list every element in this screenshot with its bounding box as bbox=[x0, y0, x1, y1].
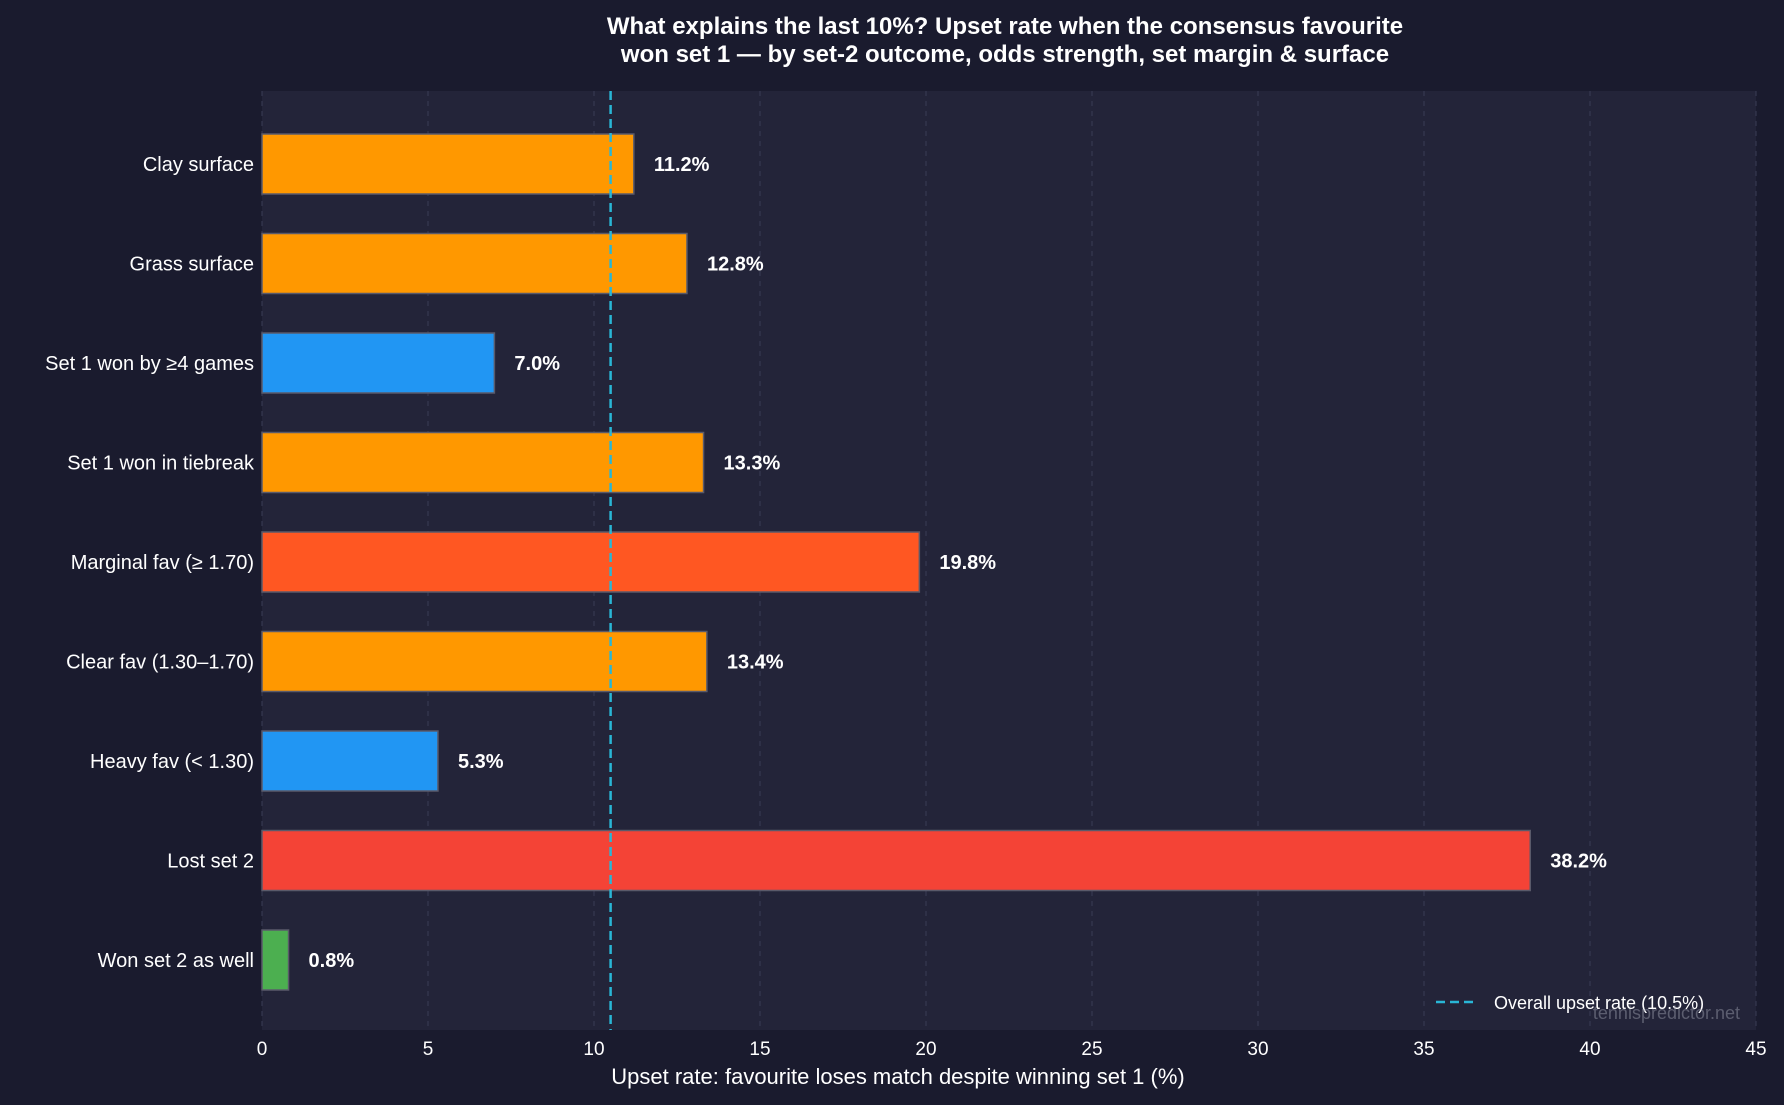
category-label: Set 1 won by ≥4 games bbox=[45, 353, 254, 375]
value-label: 5.3% bbox=[458, 751, 504, 773]
category-label: Lost set 2 bbox=[167, 851, 254, 873]
value-label: 19.8% bbox=[939, 552, 996, 574]
value-label: 13.3% bbox=[724, 453, 781, 475]
category-label: Set 1 won in tiebreak bbox=[67, 453, 255, 475]
x-tick-label: 45 bbox=[1745, 1039, 1766, 1060]
chart-title-line-2: won set 1 — by set-2 outcome, odds stren… bbox=[620, 41, 1389, 68]
x-tick-label: 10 bbox=[583, 1039, 604, 1060]
category-label: Won set 2 as well bbox=[98, 950, 254, 972]
category-label: Marginal fav (≥ 1.70) bbox=[71, 552, 254, 574]
category-label: Clear fav (1.30–1.70) bbox=[66, 652, 254, 674]
x-axis-label: Upset rate: favourite loses match despit… bbox=[611, 1064, 1185, 1089]
bar bbox=[261, 431, 705, 494]
watermark: tennispredictor.net bbox=[1593, 1003, 1740, 1023]
value-labels: 11.2% 12.8% 7.0% 13.3% 19.8% 13.4% 5.3% 38.2% 0.… bbox=[309, 154, 1608, 972]
bar bbox=[261, 332, 496, 394]
value-label: 38.2% bbox=[1550, 851, 1607, 873]
bar bbox=[261, 133, 635, 195]
legend: Overall upset rate (10.5%) bbox=[1436, 993, 1704, 1013]
x-tick-label: 0 bbox=[257, 1039, 268, 1060]
x-tick-label: 15 bbox=[749, 1039, 770, 1060]
bar bbox=[261, 232, 688, 295]
x-axis-ticks: 0 5 10 15 20 25 30 35 40 45 bbox=[257, 1039, 1767, 1060]
bar bbox=[261, 829, 1531, 892]
x-tick-label: 20 bbox=[915, 1039, 936, 1060]
x-tick-label: 40 bbox=[1579, 1039, 1600, 1060]
bar bbox=[261, 630, 708, 693]
category-label: Grass surface bbox=[130, 254, 254, 276]
bar bbox=[261, 730, 439, 792]
category-label: Clay surface bbox=[143, 154, 254, 176]
x-tick-label: 5 bbox=[423, 1039, 434, 1060]
value-label: 12.8% bbox=[707, 254, 764, 276]
bar-series bbox=[261, 133, 1531, 991]
value-label: 7.0% bbox=[514, 353, 560, 375]
category-labels: Clay surface Grass surface Set 1 won by ≥4… bbox=[45, 154, 255, 972]
x-tick-label: 35 bbox=[1413, 1039, 1434, 1060]
legend-label: Overall upset rate (10.5%) bbox=[1494, 993, 1704, 1013]
value-label: 13.4% bbox=[727, 652, 784, 674]
value-label: 11.2% bbox=[654, 154, 710, 176]
value-label: 0.8% bbox=[309, 950, 355, 972]
bar bbox=[261, 929, 290, 991]
x-tick-label: 25 bbox=[1081, 1039, 1102, 1060]
bar bbox=[261, 531, 921, 593]
category-label: Heavy fav (< 1.30) bbox=[90, 751, 254, 773]
x-tick-label: 30 bbox=[1247, 1039, 1268, 1060]
chart-title-line-1: What explains the last 10%? Upset rate w… bbox=[607, 13, 1403, 40]
